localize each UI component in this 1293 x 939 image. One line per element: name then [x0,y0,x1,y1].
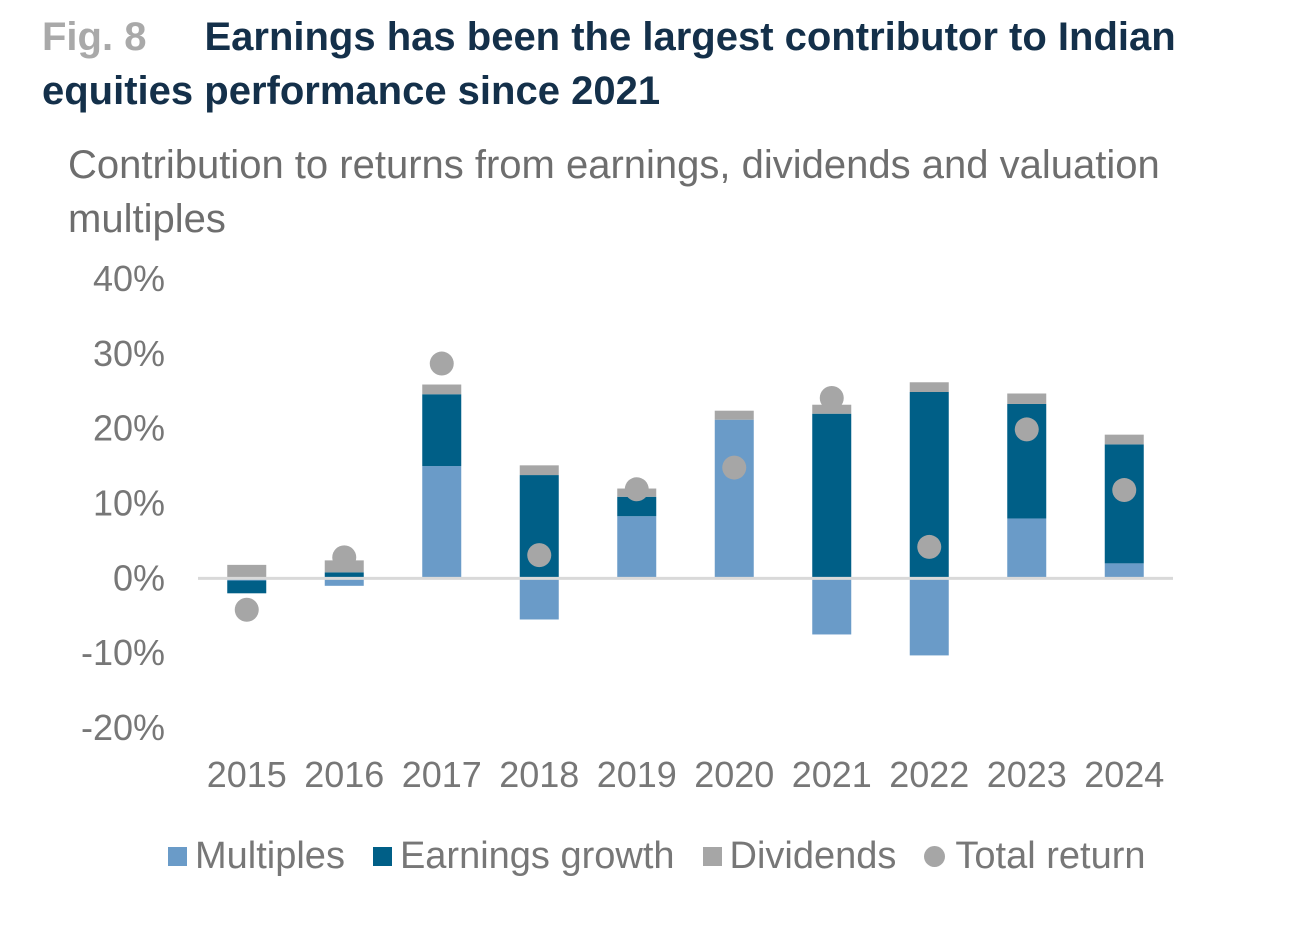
bar-earnings-2019 [617,496,657,517]
bar-multiples-2023 [1007,518,1047,579]
bar-dividends-2020 [714,410,754,420]
point-total-return-2020 [722,455,747,480]
x-tick-label: 2018 [499,754,579,795]
legend-label-multiples: Multiples [195,834,345,877]
bar-multiples-2021 [812,578,852,635]
bar-dividends-2024 [1104,434,1144,445]
x-axis: 2015 2016 2017 2018 2019 2020 2021 2022 2023 2024 [207,754,1165,795]
legend-label-dividends: Dividends [729,834,897,877]
x-tick-label: 2015 [207,754,287,795]
point-total-return-2023 [1014,417,1039,442]
bar-dividends-2023 [1007,393,1047,404]
legend-swatch-total [924,845,946,867]
y-tick-label: 0% [113,557,165,598]
legend: Multiples Earnings growth Dividends Tota… [168,834,1146,878]
legend-item-total: Total return [924,834,1146,878]
y-axis: 40% 30% 20% 10% 0% -10% -20% [81,258,165,748]
legend-item-earnings: Earnings growth [372,834,675,878]
legend-item-dividends: Dividends [702,834,897,878]
bar-earnings-2024 [1104,444,1144,564]
bar-earnings-2016 [324,572,364,579]
chart-title: Fig. 8 Earnings has been the largest cont… [42,10,1262,118]
y-tick-label: 10% [93,483,165,524]
point-total-return-2016 [332,545,357,570]
x-tick-label: 2023 [987,754,1067,795]
total-return-points [234,351,1137,622]
bar-earnings-2021 [812,413,852,579]
point-total-return-2018 [527,543,552,568]
x-tick-label: 2017 [402,754,482,795]
bar-earnings-2017 [422,394,462,467]
bars [227,382,1144,656]
point-total-return-2017 [429,351,454,376]
bar-multiples-2016 [324,578,364,586]
bar-dividends-2018 [519,465,559,476]
bar-dividends-2015 [227,564,267,579]
x-tick-label: 2016 [304,754,384,795]
chart-subtitle: Contribution to returns from earnings, d… [68,143,1160,241]
bar-multiples-2020 [714,419,754,579]
title-text: Earnings has been the largest contributo… [42,15,1176,113]
legend-label-earnings: Earnings growth [399,834,675,877]
legend-swatch-dividends [702,846,722,866]
x-tick-label: 2019 [597,754,677,795]
y-tick-label: -10% [81,632,165,673]
legend-label-total: Total return [955,834,1146,877]
bar-dividends-2022 [909,382,949,392]
x-tick-label: 2024 [1084,754,1164,795]
bar-earnings-2015 [227,580,267,594]
x-tick-label: 2020 [694,754,774,795]
x-tick-label: 2021 [792,754,872,795]
y-tick-label: -20% [81,707,165,748]
bar-multiples-2017 [422,466,462,579]
bar-multiples-2024 [1104,563,1144,579]
figure-label: Fig. 8 [42,15,147,59]
y-tick-label: 40% [93,258,165,299]
legend-swatch-multiples [168,846,187,866]
point-total-return-2022 [917,534,942,559]
bar-multiples-2019 [617,516,657,579]
y-tick-label: 20% [93,408,165,449]
bar-dividends-2017 [422,384,462,395]
y-tick-label: 30% [93,333,165,374]
bar-multiples-2022 [909,578,949,656]
bar-multiples-2018 [519,578,559,620]
point-total-return-2021 [819,385,844,410]
x-tick-label: 2022 [889,754,969,795]
point-total-return-2019 [624,477,649,502]
point-total-return-2024 [1112,478,1137,503]
legend-item-multiples: Multiples [168,835,345,878]
point-total-return-2015 [234,597,259,622]
legend-swatch-earnings [372,846,392,866]
